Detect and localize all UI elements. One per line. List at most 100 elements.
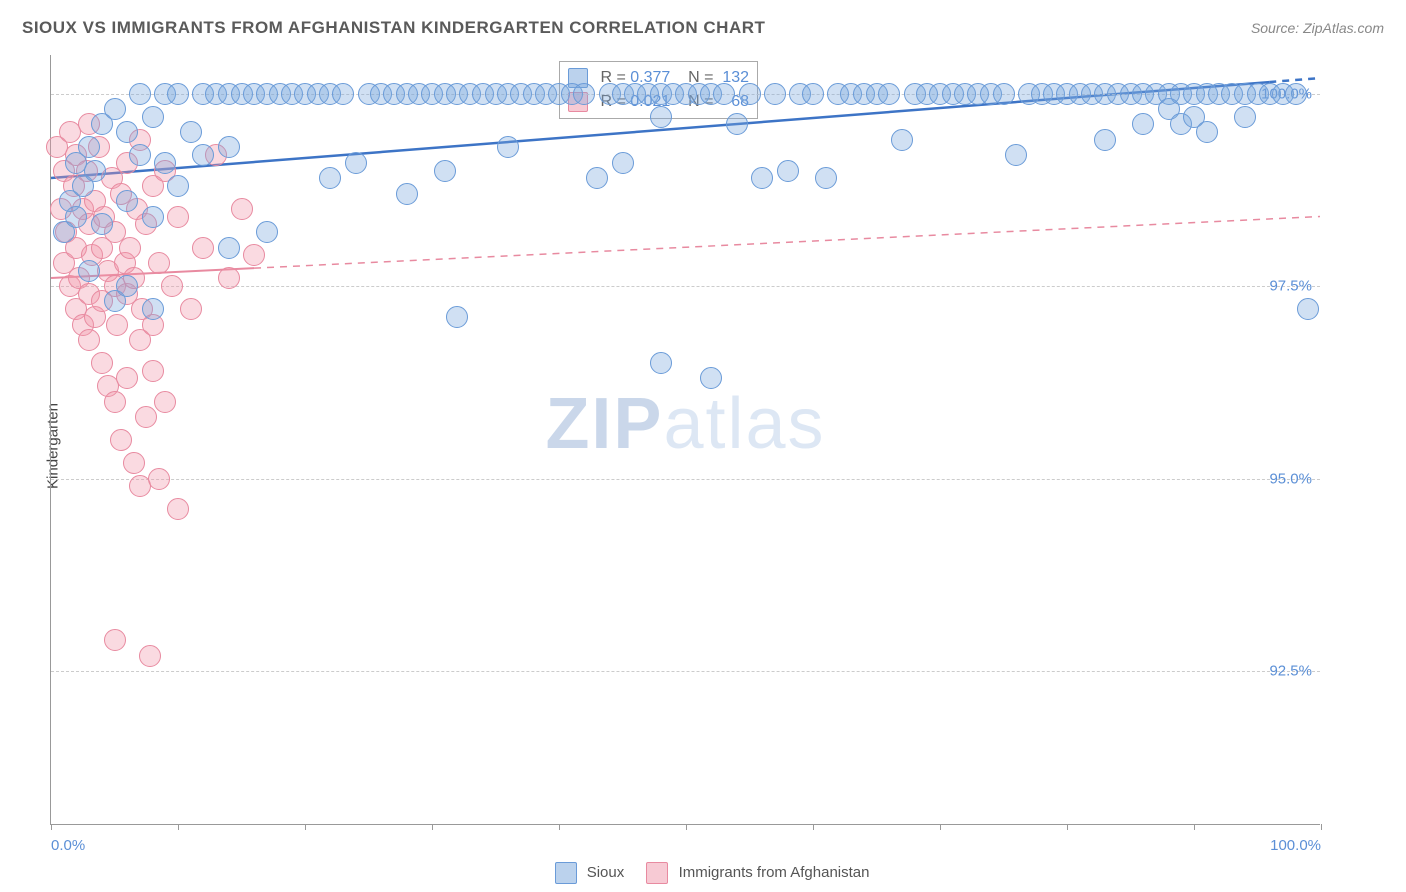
x-tick bbox=[559, 824, 560, 830]
data-point-blue bbox=[104, 98, 126, 120]
data-point-blue bbox=[78, 260, 100, 282]
data-point-pink bbox=[135, 406, 157, 428]
data-point-blue bbox=[802, 83, 824, 105]
data-point-pink bbox=[218, 267, 240, 289]
data-point-pink bbox=[180, 298, 202, 320]
data-point-blue bbox=[142, 206, 164, 228]
plot-area: ZIPatlas R = 0.377 N = 132 R = 0.021 N =… bbox=[50, 55, 1320, 825]
x-tick bbox=[1194, 824, 1195, 830]
data-point-blue bbox=[573, 83, 595, 105]
x-tick bbox=[686, 824, 687, 830]
data-point-blue bbox=[167, 175, 189, 197]
data-point-pink bbox=[167, 498, 189, 520]
data-point-blue bbox=[154, 152, 176, 174]
data-point-blue bbox=[192, 144, 214, 166]
gridline bbox=[51, 286, 1320, 287]
watermark-prefix: ZIP bbox=[545, 384, 663, 464]
data-point-blue bbox=[129, 83, 151, 105]
legend-swatch-blue-icon bbox=[555, 862, 577, 884]
x-tick-label: 0.0% bbox=[51, 837, 85, 854]
data-point-blue bbox=[650, 352, 672, 374]
data-point-blue bbox=[1297, 298, 1319, 320]
trend-line bbox=[254, 216, 1320, 268]
data-point-blue bbox=[726, 113, 748, 135]
data-point-pink bbox=[148, 252, 170, 274]
data-point-blue bbox=[586, 167, 608, 189]
data-point-blue bbox=[1005, 144, 1027, 166]
data-point-blue bbox=[739, 83, 761, 105]
data-point-blue bbox=[1234, 106, 1256, 128]
data-point-pink bbox=[91, 352, 113, 374]
data-point-blue bbox=[612, 152, 634, 174]
data-point-blue bbox=[434, 160, 456, 182]
data-point-pink bbox=[142, 360, 164, 382]
data-point-blue bbox=[218, 237, 240, 259]
x-tick-label: 100.0% bbox=[1270, 837, 1321, 854]
bottom-legend: Sioux Immigrants from Afghanistan bbox=[0, 862, 1406, 884]
data-point-blue bbox=[116, 190, 138, 212]
data-point-pink bbox=[167, 206, 189, 228]
data-point-pink bbox=[148, 468, 170, 490]
x-tick bbox=[940, 824, 941, 830]
data-point-pink bbox=[139, 645, 161, 667]
source-attribution: Source: ZipAtlas.com bbox=[1251, 20, 1384, 36]
gridline bbox=[51, 479, 1320, 480]
data-point-blue bbox=[764, 83, 786, 105]
data-point-blue bbox=[345, 152, 367, 174]
data-point-pink bbox=[104, 629, 126, 651]
data-point-pink bbox=[243, 244, 265, 266]
data-point-blue bbox=[1196, 121, 1218, 143]
data-point-blue bbox=[78, 136, 100, 158]
data-point-blue bbox=[497, 136, 519, 158]
gridline bbox=[51, 671, 1320, 672]
data-point-blue bbox=[319, 167, 341, 189]
data-point-blue bbox=[167, 83, 189, 105]
data-point-blue bbox=[180, 121, 202, 143]
data-point-blue bbox=[650, 106, 672, 128]
data-point-blue bbox=[142, 298, 164, 320]
data-point-blue bbox=[116, 275, 138, 297]
y-tick-label: 95.0% bbox=[1269, 470, 1312, 487]
legend-swatch-pink-icon bbox=[646, 862, 668, 884]
data-point-blue bbox=[84, 160, 106, 182]
data-point-blue bbox=[396, 183, 418, 205]
legend-label-blue: Sioux bbox=[587, 864, 625, 881]
data-point-blue bbox=[256, 221, 278, 243]
data-point-pink bbox=[154, 391, 176, 413]
x-tick bbox=[178, 824, 179, 830]
data-point-blue bbox=[751, 167, 773, 189]
data-point-blue bbox=[65, 206, 87, 228]
data-point-blue bbox=[1132, 113, 1154, 135]
data-point-blue bbox=[142, 106, 164, 128]
x-tick bbox=[305, 824, 306, 830]
data-point-blue bbox=[129, 144, 151, 166]
watermark-suffix: atlas bbox=[663, 384, 825, 464]
data-point-blue bbox=[1094, 129, 1116, 151]
data-point-pink bbox=[161, 275, 183, 297]
watermark: ZIPatlas bbox=[545, 383, 825, 465]
data-point-pink bbox=[119, 237, 141, 259]
data-point-pink bbox=[192, 237, 214, 259]
data-point-pink bbox=[110, 429, 132, 451]
data-point-blue bbox=[332, 83, 354, 105]
trend-line bbox=[1269, 78, 1320, 82]
data-point-blue bbox=[91, 213, 113, 235]
data-point-blue bbox=[878, 83, 900, 105]
legend-label-pink: Immigrants from Afghanistan bbox=[679, 864, 870, 881]
data-point-blue bbox=[700, 367, 722, 389]
data-point-blue bbox=[218, 136, 240, 158]
data-point-pink bbox=[104, 391, 126, 413]
data-point-blue bbox=[891, 129, 913, 151]
x-tick bbox=[51, 824, 52, 830]
data-point-blue bbox=[116, 121, 138, 143]
data-point-blue bbox=[1285, 83, 1307, 105]
data-point-blue bbox=[993, 83, 1015, 105]
data-point-blue bbox=[713, 83, 735, 105]
x-tick bbox=[1321, 824, 1322, 830]
data-point-pink bbox=[116, 367, 138, 389]
chart-title: SIOUX VS IMMIGRANTS FROM AFGHANISTAN KIN… bbox=[22, 18, 765, 38]
data-point-blue bbox=[815, 167, 837, 189]
data-point-pink bbox=[106, 314, 128, 336]
x-tick bbox=[432, 824, 433, 830]
x-tick bbox=[1067, 824, 1068, 830]
